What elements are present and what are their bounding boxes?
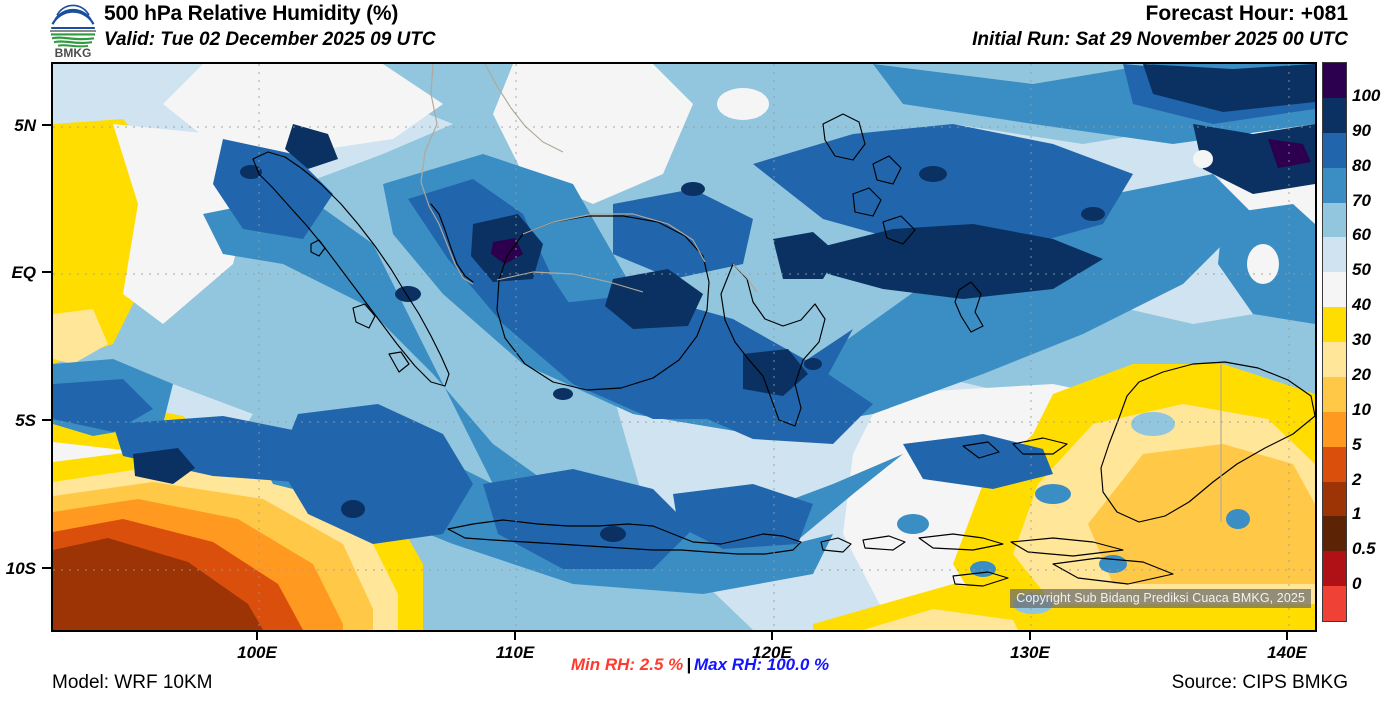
ytick-mark-5s bbox=[42, 419, 51, 421]
forecast-hour-label: Forecast Hour: +081 bbox=[1145, 2, 1349, 25]
colorbar-swatch bbox=[1323, 237, 1346, 273]
colorbar-tick-label: 5 bbox=[1352, 434, 1362, 454]
colorbar-swatch bbox=[1323, 446, 1346, 482]
minmax-rh-label: Min RH: 2.5 % | Max RH: 100.0 % bbox=[0, 655, 1400, 675]
xtick-label-140e: 140E bbox=[1267, 643, 1307, 662]
xtick-mark-110e bbox=[514, 632, 516, 640]
colorbar-swatch bbox=[1323, 551, 1346, 587]
colorbar-tick-label: 10 bbox=[1352, 399, 1371, 419]
colorbar-tick-label: 0 bbox=[1352, 574, 1362, 594]
colorbar-tick-label: 90 bbox=[1352, 120, 1371, 140]
xtick-mark-120e bbox=[771, 632, 773, 640]
initial-run-label: Initial Run: Sat 29 November 2025 00 UTC bbox=[972, 29, 1348, 50]
minmax-separator: | bbox=[686, 655, 692, 674]
colorbar-swatch bbox=[1323, 97, 1346, 133]
model-label: Model: WRF 10KM bbox=[52, 672, 213, 693]
xtick-mark-130e bbox=[1029, 632, 1031, 640]
copyright-watermark: Copyright Sub Bidang Prediksi Cuaca BMKG… bbox=[1010, 589, 1311, 608]
xtick-mark-100e bbox=[256, 632, 258, 640]
humidity-contour-field bbox=[53, 64, 1315, 630]
colorbar-swatch bbox=[1323, 202, 1346, 238]
humidity-map: Copyright Sub Bidang Prediksi Cuaca BMKG… bbox=[51, 62, 1317, 632]
min-rh-value: Min RH: 2.5 % bbox=[570, 655, 684, 674]
ytick-label-5s: 5S bbox=[15, 411, 36, 430]
xtick-label-100e: 100E bbox=[237, 643, 277, 662]
colorbar-swatch bbox=[1323, 272, 1346, 308]
ytick-mark-5n bbox=[42, 124, 51, 126]
bmkg-logo: BMKG bbox=[50, 4, 96, 60]
colorbar-swatch bbox=[1323, 342, 1346, 377]
ytick-label-10s: 10S bbox=[5, 559, 36, 578]
colorbar-swatch bbox=[1323, 132, 1346, 168]
colorbar-swatch bbox=[1323, 307, 1346, 342]
ytick-mark-eq bbox=[42, 271, 51, 273]
xtick-label-110e: 110E bbox=[495, 643, 535, 662]
colorbar bbox=[1322, 62, 1347, 622]
colorbar-swatch bbox=[1323, 63, 1346, 98]
colorbar-swatch bbox=[1323, 516, 1346, 552]
valid-time-label: Valid: Tue 02 December 2025 09 UTC bbox=[104, 29, 436, 50]
colorbar-swatch bbox=[1323, 586, 1346, 621]
colorbar-tick-label: 0.5 bbox=[1352, 539, 1376, 559]
colorbar-labels: 100 90 80 70 60 50 40 30 20 10 5 2 1 0.5 0 bbox=[1352, 62, 1400, 622]
ytick-label-5n: 5N bbox=[14, 116, 36, 135]
ytick-label-eq: EQ bbox=[11, 263, 36, 282]
colorbar-tick-label: 100 bbox=[1352, 85, 1381, 105]
colorbar-swatch bbox=[1323, 376, 1346, 412]
colorbar-tick-label: 80 bbox=[1352, 155, 1371, 175]
colorbar-swatch bbox=[1323, 411, 1346, 447]
page-title: 500 hPa Relative Humidity (%) bbox=[104, 2, 399, 25]
svg-text:BMKG: BMKG bbox=[55, 46, 92, 60]
colorbar-tick-label: 60 bbox=[1352, 225, 1371, 245]
ytick-mark-10s bbox=[42, 567, 51, 569]
xtick-mark-140e bbox=[1286, 632, 1288, 640]
colorbar-tick-label: 30 bbox=[1352, 330, 1371, 349]
source-label: Source: CIPS BMKG bbox=[1171, 672, 1348, 693]
xtick-label-120e: 120E bbox=[752, 643, 792, 662]
xtick-label-130e: 130E bbox=[1010, 643, 1050, 662]
colorbar-tick-label: 40 bbox=[1352, 295, 1371, 315]
colorbar-tick-label: 50 bbox=[1352, 260, 1371, 280]
colorbar-tick-label: 2 bbox=[1352, 469, 1362, 489]
max-rh-value: Max RH: 100.0 % bbox=[694, 655, 830, 674]
colorbar-tick-label: 20 bbox=[1352, 364, 1371, 384]
colorbar-tick-label: 1 bbox=[1352, 504, 1362, 524]
colorbar-swatch bbox=[1323, 481, 1346, 517]
colorbar-swatch bbox=[1323, 167, 1346, 203]
colorbar-tick-label: 70 bbox=[1352, 190, 1371, 210]
page-header: BMKG 500 hPa Relative Humidity (%) Valid… bbox=[0, 0, 1400, 62]
